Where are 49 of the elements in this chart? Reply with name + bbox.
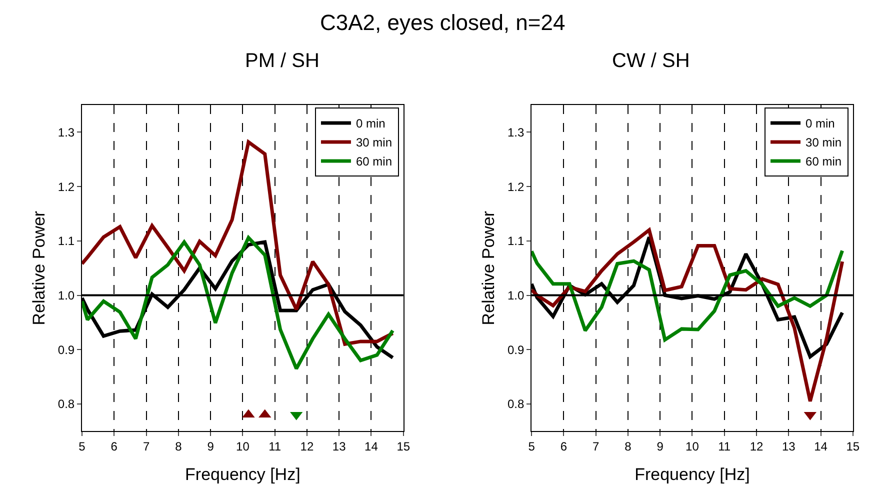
x-tick-label: 6	[110, 440, 118, 454]
y-tick-label: 1.0	[58, 288, 75, 302]
y-tick-label: 1.3	[58, 125, 75, 140]
y-tick-label: 0.8	[58, 397, 75, 412]
x-tick-label: 10	[686, 440, 700, 454]
x-tick-label: 8	[175, 440, 182, 454]
y-tick-label: 0.9	[58, 342, 75, 357]
y-tick-label: 1.2	[507, 180, 524, 194]
x-axis-title: Frequency [Hz]	[185, 464, 300, 484]
y-tick-label: 0.8	[507, 397, 524, 412]
x-tick-label: 5	[528, 440, 536, 454]
x-tick-label: 12	[300, 440, 314, 454]
y-tick-label: 0.9	[507, 342, 524, 357]
x-tick-label: 15	[396, 440, 410, 454]
x-tick-label: 10	[236, 440, 250, 454]
y-axis-title: Relative Power	[29, 210, 48, 326]
chart-title: CW / SH	[612, 50, 690, 72]
chart-title: PM / SH	[245, 50, 320, 72]
y-tick-label: 1.2	[58, 180, 75, 194]
x-axis-title: Frequency [Hz]	[634, 464, 750, 484]
x-tick-label: 15	[846, 440, 860, 454]
y-axis-title: Relative Power	[479, 210, 498, 326]
x-tick-label: 6	[560, 440, 568, 454]
legend-label: 60 min	[356, 154, 392, 169]
x-tick-label: 5	[78, 440, 86, 454]
x-tick-label: 14	[364, 440, 378, 454]
legend-label: 60 min	[806, 154, 842, 169]
legend-label: 30 min	[356, 136, 392, 150]
x-tick-label: 12	[750, 440, 764, 454]
legend-label: 0 min	[806, 116, 835, 131]
x-tick-label: 9	[207, 440, 214, 454]
y-tick-label: 1.1	[507, 234, 524, 248]
y-tick-label: 1.3	[507, 125, 524, 140]
x-tick-label: 13	[332, 440, 346, 454]
x-tick-label: 8	[624, 440, 632, 454]
x-tick-label: 7	[142, 440, 150, 454]
legend-label: 0 min	[356, 116, 386, 131]
x-tick-label: 11	[718, 440, 731, 454]
x-tick-label: 9	[656, 440, 664, 454]
line-series	[532, 248, 844, 342]
line-series	[532, 228, 844, 403]
x-tick-label: 11	[268, 440, 282, 454]
legend-label: 30 min	[806, 136, 842, 150]
text: C3A2, eyes closed, n=24	[320, 10, 566, 35]
y-tick-label: 1.1	[58, 234, 75, 248]
x-tick-label: 14	[814, 440, 828, 454]
y-tick-label: 1.0	[507, 288, 524, 302]
x-tick-label: 13	[782, 440, 796, 454]
x-tick-label: 7	[592, 440, 600, 454]
